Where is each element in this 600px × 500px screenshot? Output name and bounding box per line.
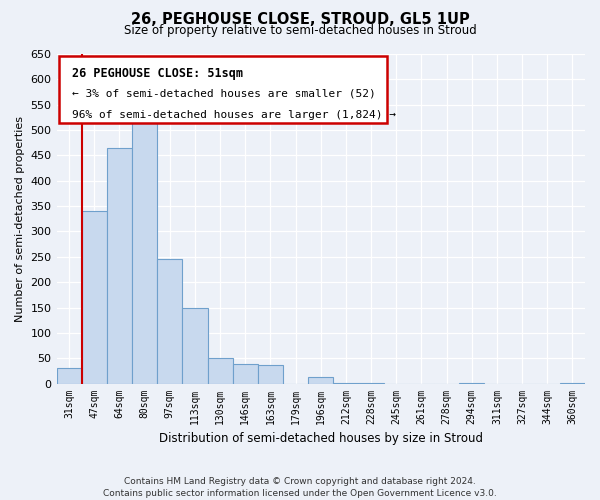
Bar <box>107 148 132 384</box>
X-axis label: Distribution of semi-detached houses by size in Stroud: Distribution of semi-detached houses by … <box>159 432 483 445</box>
Bar <box>157 260 182 384</box>
Bar <box>56 368 82 384</box>
Bar <box>182 308 208 384</box>
Text: ← 3% of semi-detached houses are smaller (52): ← 3% of semi-detached houses are smaller… <box>73 88 376 99</box>
Text: 26, PEGHOUSE CLOSE, STROUD, GL5 1UP: 26, PEGHOUSE CLOSE, STROUD, GL5 1UP <box>131 12 469 28</box>
Text: 26 PEGHOUSE CLOSE: 51sqm: 26 PEGHOUSE CLOSE: 51sqm <box>73 67 244 80</box>
Text: Size of property relative to semi-detached houses in Stroud: Size of property relative to semi-detach… <box>124 24 476 37</box>
Bar <box>208 358 233 384</box>
Y-axis label: Number of semi-detached properties: Number of semi-detached properties <box>15 116 25 322</box>
Text: Contains HM Land Registry data © Crown copyright and database right 2024.
Contai: Contains HM Land Registry data © Crown c… <box>103 476 497 498</box>
Bar <box>258 365 283 384</box>
Bar <box>334 382 359 384</box>
FancyBboxPatch shape <box>59 56 387 123</box>
Text: 96% of semi-detached houses are larger (1,824) →: 96% of semi-detached houses are larger (… <box>73 110 397 120</box>
Bar <box>233 364 258 384</box>
Bar <box>82 211 107 384</box>
Bar <box>132 112 157 384</box>
Bar <box>359 382 383 384</box>
Bar <box>459 382 484 384</box>
Bar <box>308 378 334 384</box>
Bar <box>560 382 585 384</box>
